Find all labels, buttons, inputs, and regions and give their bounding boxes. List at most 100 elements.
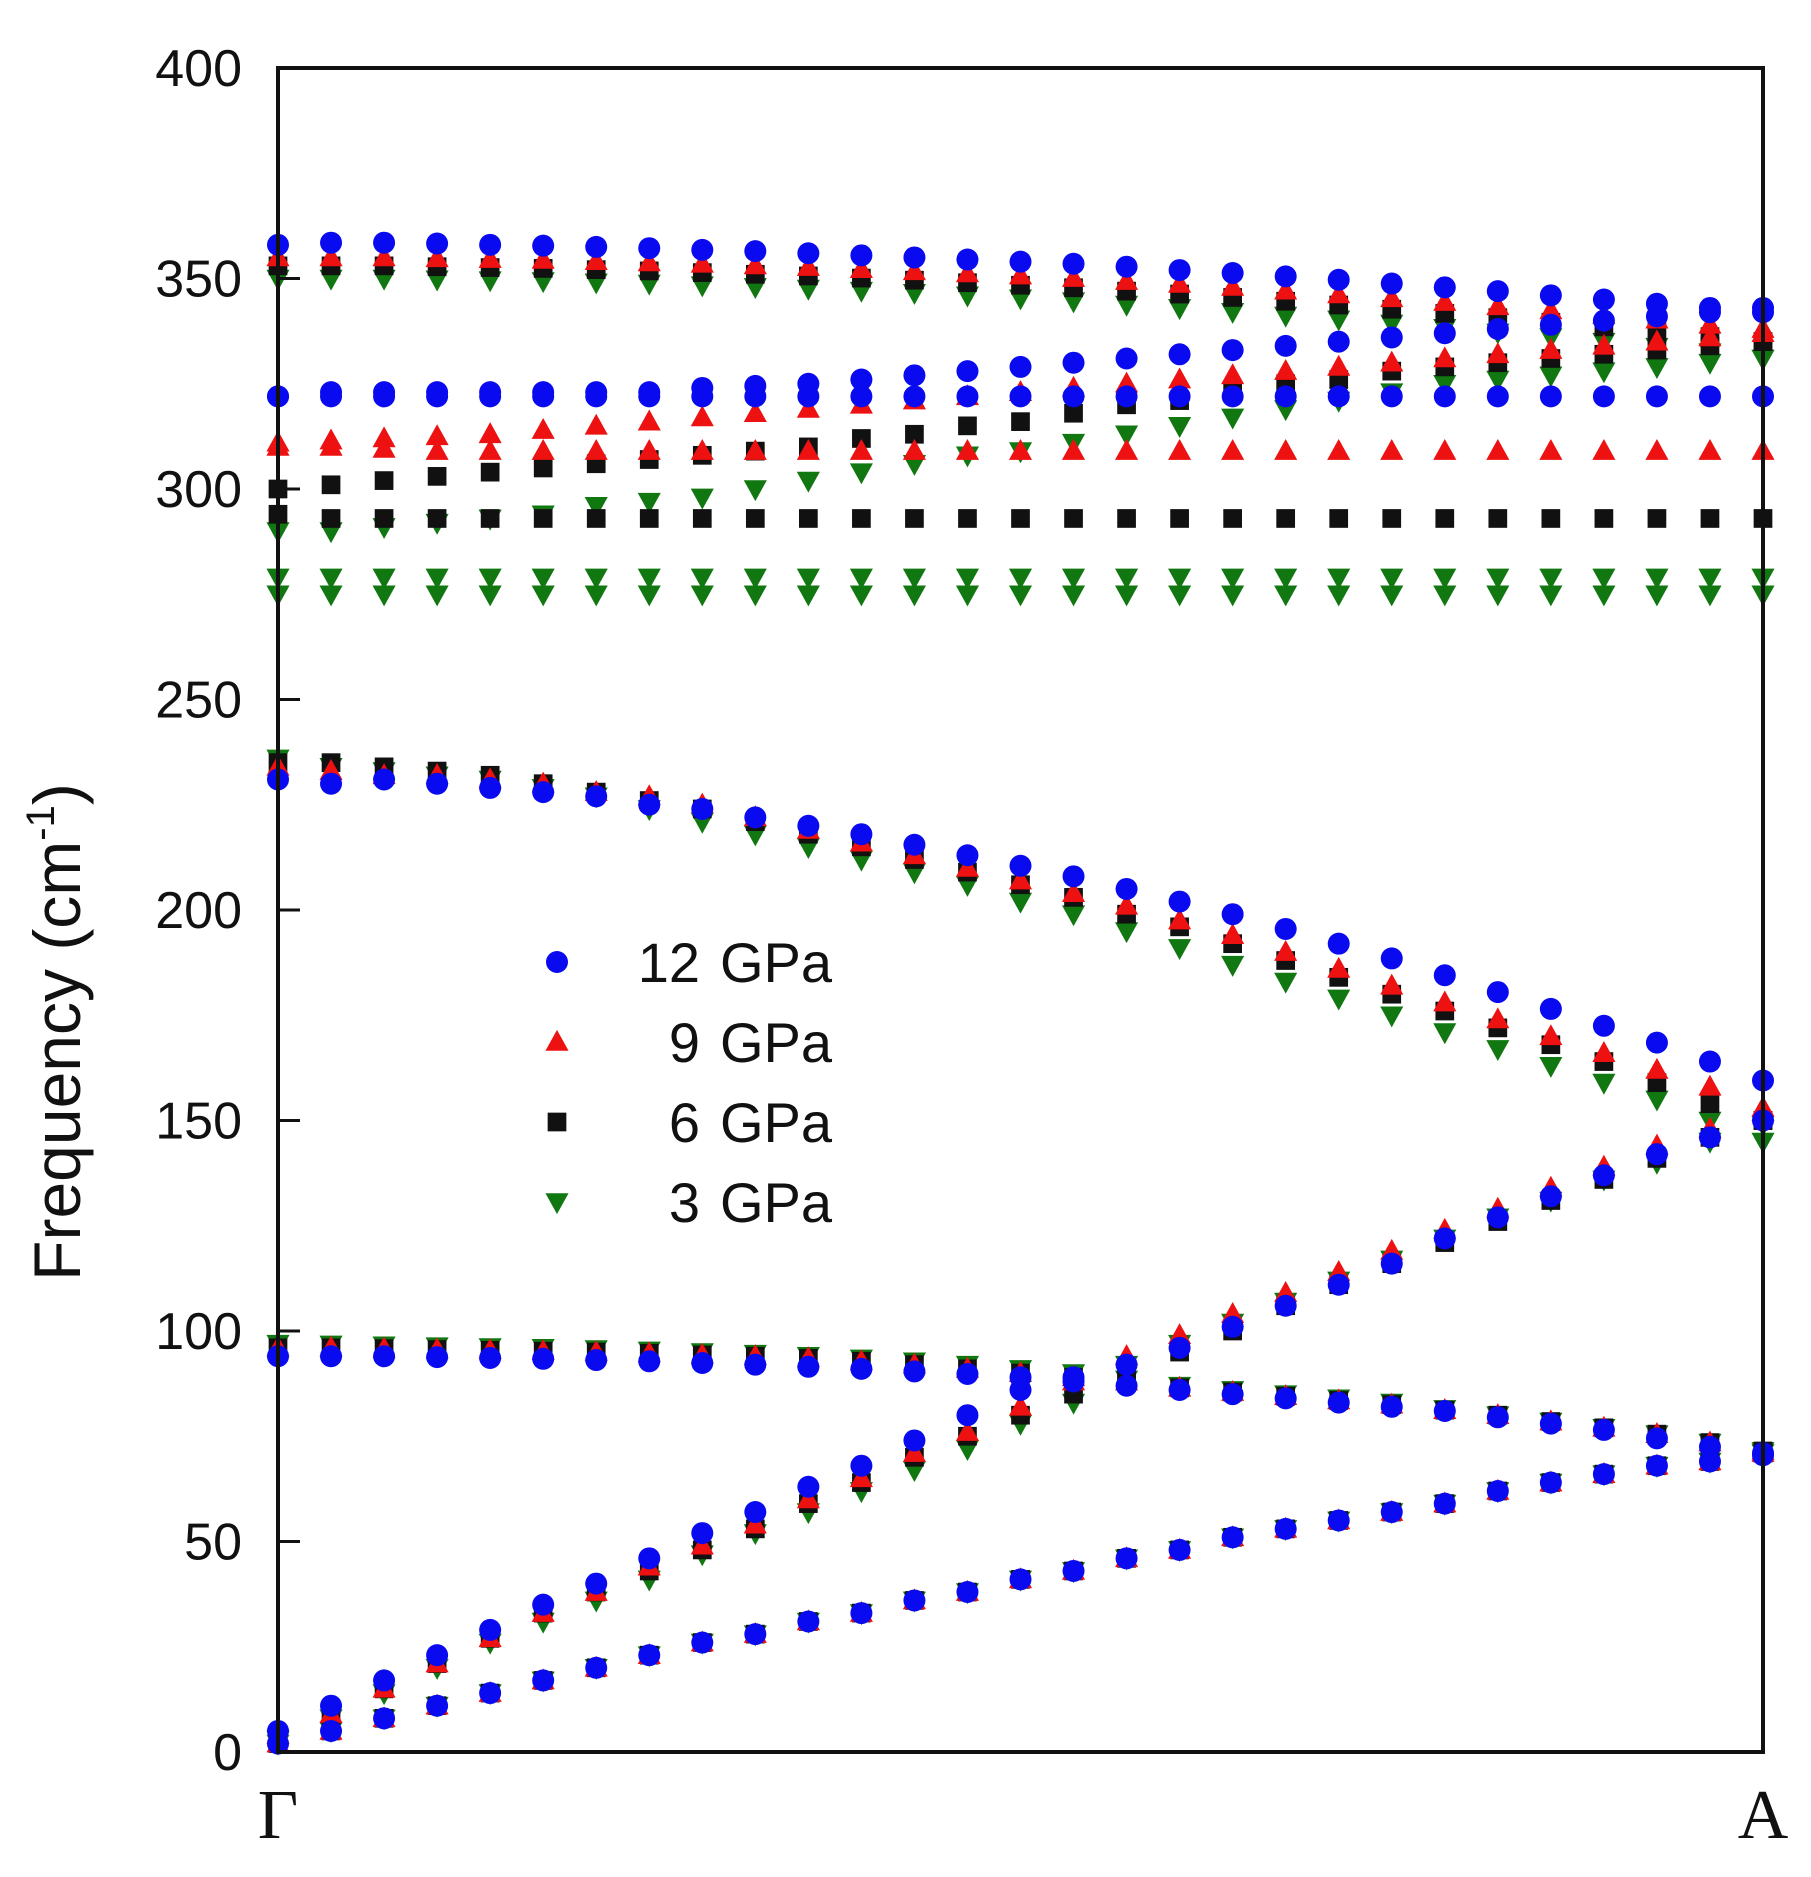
data-point-3-gpa-b3 xyxy=(319,585,343,607)
data-point-6-gpa-b2 xyxy=(1329,509,1349,528)
data-point-12-gpa-b0 xyxy=(1433,276,1456,299)
data-point-12-gpa-b5 xyxy=(1380,1252,1403,1275)
data-point-12-gpa-b5 xyxy=(1327,1273,1350,1296)
data-point-12-gpa-b1 xyxy=(956,360,979,383)
data-point-3-gpa-b3 xyxy=(743,585,767,607)
data-point-3-gpa-b3 xyxy=(796,585,820,607)
data-point-3-gpa-b4 xyxy=(1539,1056,1563,1078)
data-point-9-gpa-b0 xyxy=(531,247,555,269)
data-point-3-gpa-b2 xyxy=(478,568,502,590)
data-point-6-gpa-b2 xyxy=(1276,509,1296,528)
data-point-9-gpa-b1 xyxy=(1327,354,1351,376)
data-point-12-gpa-b3 xyxy=(1062,865,1085,888)
data-point-6-gpa-b2 xyxy=(745,509,765,528)
data-point-9-gpa-b0 xyxy=(849,257,873,279)
data-point-12-gpa-b0 xyxy=(426,232,449,255)
legend-entry-3-gpa: 3 GPa xyxy=(545,1171,833,1234)
data-point-12-gpa-b4 xyxy=(1539,1412,1562,1435)
data-point-12-gpa-b6 xyxy=(1698,1450,1721,1473)
data-point-12-gpa-b6 xyxy=(320,1719,343,1742)
data-point-12-gpa-b4 xyxy=(373,1345,396,1368)
data-point-6-gpa-b2 xyxy=(1700,509,1720,528)
data-point-6-gpa-b2 xyxy=(1223,509,1242,528)
y-tick-label: 250 xyxy=(155,672,242,730)
data-point-9-gpa-b3 xyxy=(1061,881,1086,902)
legend-marker-3-gpa xyxy=(545,1193,569,1215)
data-point-12-gpa-b1 xyxy=(850,368,873,391)
data-point-3-gpa-b2 xyxy=(1486,568,1510,590)
data-point-12-gpa-b0 xyxy=(532,234,555,257)
data-point-3-gpa-b2 xyxy=(849,568,873,590)
data-point-12-gpa-b2 xyxy=(479,385,502,408)
data-point-12-gpa-b3 xyxy=(320,772,343,795)
data-points xyxy=(266,231,1775,1756)
data-point-12-gpa-b6 xyxy=(850,1602,873,1625)
data-point-9-gpa-b2 xyxy=(531,439,555,460)
data-point-9-gpa-b2 xyxy=(478,439,502,460)
data-point-6-gpa-b2 xyxy=(799,509,818,528)
data-point-12-gpa-b4 xyxy=(1327,1391,1350,1414)
data-point-9-gpa-b3 xyxy=(1168,908,1192,930)
data-point-6-gpa-b1 xyxy=(427,467,447,486)
data-point-3-gpa-b2 xyxy=(1698,568,1722,590)
data-point-12-gpa-b6 xyxy=(797,1610,820,1633)
data-point-12-gpa-b5 xyxy=(532,1593,555,1616)
data-point-3-gpa-b1 xyxy=(1645,358,1669,380)
data-point-6-gpa-b2 xyxy=(480,509,500,528)
x-tick-label: A xyxy=(1738,1777,1789,1854)
data-point-9-gpa-b3 xyxy=(1008,868,1033,890)
data-point-9-gpa-b3 xyxy=(1115,893,1139,915)
data-point-12-gpa-b2 xyxy=(1698,385,1721,408)
data-point-3-gpa-b2 xyxy=(584,568,608,590)
data-point-12-gpa-b3 xyxy=(373,768,396,791)
y-axis-label-superscript: -1 xyxy=(19,805,63,841)
data-point-3-gpa-b2 xyxy=(1008,568,1033,590)
data-point-12-gpa-b5 xyxy=(1539,1185,1562,1208)
data-point-3-gpa-b1 xyxy=(584,497,608,518)
data-point-9-gpa-b1 xyxy=(1539,337,1563,359)
data-point-3-gpa-b2 xyxy=(1539,568,1563,590)
data-point-3-gpa-b0 xyxy=(1221,302,1245,324)
data-point-12-gpa-b3 xyxy=(850,823,873,846)
data-point-9-gpa-b2 xyxy=(849,439,873,460)
data-point-12-gpa-b1 xyxy=(1115,347,1138,370)
data-point-9-gpa-b1 xyxy=(1221,363,1245,385)
data-point-3-gpa-b1 xyxy=(1115,425,1139,447)
data-point-3-gpa-b2 xyxy=(1221,568,1245,590)
data-point-9-gpa-b2 xyxy=(1061,439,1086,460)
data-point-3-gpa-b3 xyxy=(1645,585,1669,607)
data-point-12-gpa-b1 xyxy=(1433,322,1456,345)
data-point-9-gpa-b0 xyxy=(743,253,767,275)
legend: 12 GPa 9 GPa 6 GPa 3 GPa xyxy=(545,931,833,1234)
data-point-3-gpa-b2 xyxy=(955,568,980,590)
data-point-9-gpa-b2 xyxy=(1115,439,1139,460)
legend-label-value: 6 xyxy=(669,1091,700,1154)
data-point-9-gpa-b1 xyxy=(1380,350,1404,372)
data-point-6-gpa-b2 xyxy=(427,509,447,528)
y-tick-label: 100 xyxy=(155,1303,242,1361)
data-point-12-gpa-b2 xyxy=(850,385,873,408)
data-point-6-gpa-b2 xyxy=(586,509,606,528)
data-point-12-gpa-b3 xyxy=(532,781,555,804)
data-point-6-gpa-b2 xyxy=(1594,509,1614,528)
data-point-3-gpa-b3 xyxy=(1433,585,1457,607)
data-point-12-gpa-b4 xyxy=(744,1353,767,1376)
data-point-3-gpa-b4 xyxy=(1115,922,1139,944)
data-point-9-gpa-b1 xyxy=(531,417,555,439)
data-point-3-gpa-b2 xyxy=(1592,568,1616,590)
legend-label-unit: GPa xyxy=(720,1091,833,1154)
data-point-12-gpa-b6 xyxy=(691,1631,714,1654)
data-point-12-gpa-b5 xyxy=(956,1404,979,1427)
data-point-6-gpa-b1 xyxy=(852,429,871,448)
data-point-9-gpa-b3 xyxy=(1380,973,1404,995)
data-point-12-gpa-b5 xyxy=(479,1618,502,1641)
data-point-9-gpa-b1 xyxy=(1592,333,1616,355)
data-point-12-gpa-b5 xyxy=(744,1501,767,1524)
data-point-9-gpa-b2 xyxy=(690,439,714,460)
data-point-12-gpa-b0 xyxy=(320,231,343,254)
data-point-12-gpa-b4 xyxy=(1274,1387,1297,1410)
data-point-3-gpa-b2 xyxy=(1115,568,1139,590)
data-point-9-gpa-b5 xyxy=(1008,1394,1033,1416)
data-point-3-gpa-b3 xyxy=(1327,585,1351,607)
